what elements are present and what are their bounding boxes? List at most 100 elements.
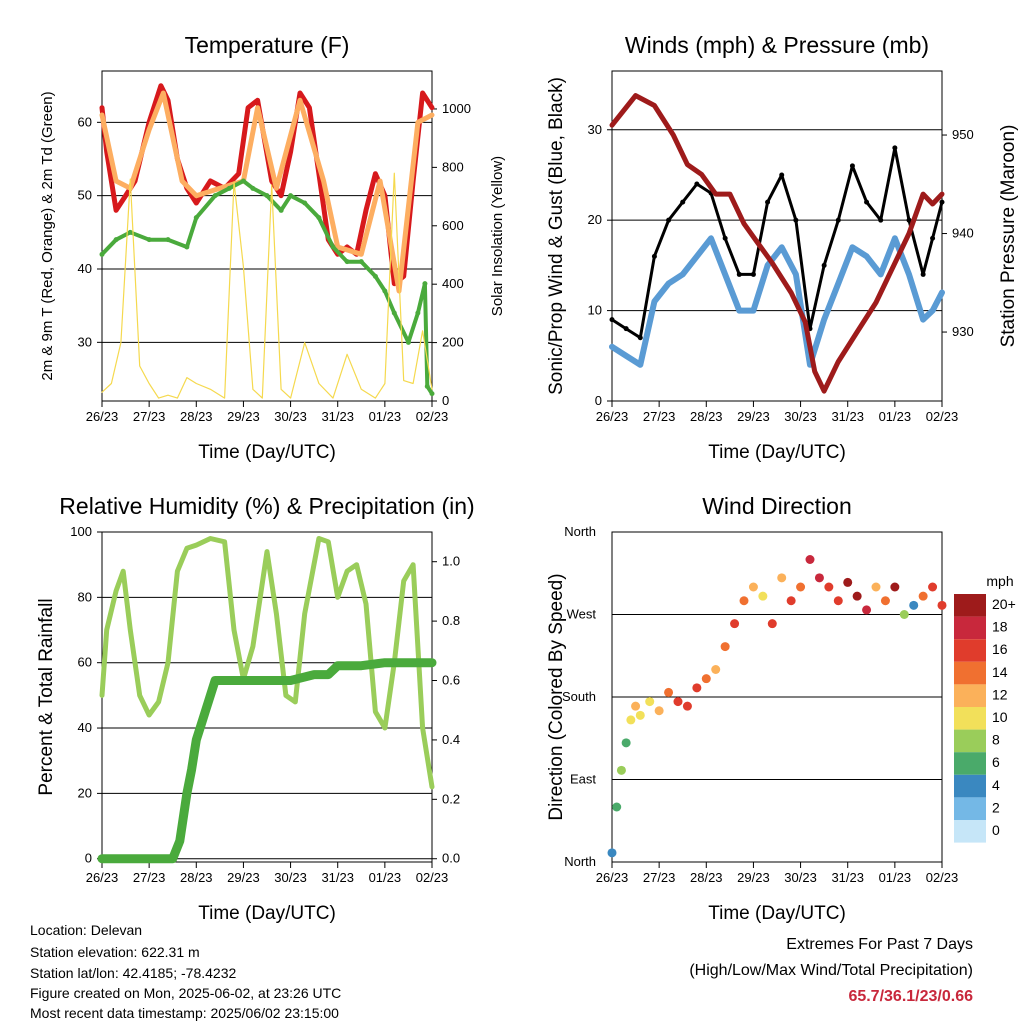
x-tick-label: 31/23	[831, 409, 864, 424]
temperature-point	[165, 237, 171, 243]
y-right-tick-label: 0	[442, 393, 449, 408]
direction-point	[720, 642, 730, 652]
wind-direction-xlabel: Time (Day/UTC)	[708, 903, 846, 924]
y-tick-label: West	[567, 607, 597, 622]
direction-point	[701, 674, 711, 684]
winds-point	[878, 217, 884, 223]
winds-point	[765, 199, 771, 205]
winds-chart: Winds (mph) & Pressure (mb) 0 10 20 30 930 940…	[546, 32, 1019, 463]
temperature-point	[382, 288, 388, 294]
winds-xlabel: Time (Day/UTC)	[708, 442, 846, 463]
colorbar-swatch	[954, 684, 986, 707]
direction-point	[786, 596, 796, 606]
direction-point	[777, 573, 787, 583]
direction-point	[748, 582, 758, 592]
temperature-point	[250, 185, 256, 191]
x-tick-label: 02/23	[416, 870, 449, 885]
x-tick-label: 29/23	[227, 409, 260, 424]
direction-point	[937, 600, 947, 610]
colorbar-swatch	[954, 661, 986, 685]
y-tick-label: South	[562, 689, 596, 704]
x-tick-label: 02/23	[926, 409, 959, 424]
direction-point	[654, 706, 664, 716]
x-tick-label: 28/23	[690, 409, 723, 424]
direction-point	[607, 848, 617, 858]
colorbar-label: 2	[992, 799, 1000, 815]
x-tick-label: 28/23	[690, 870, 723, 885]
x-tick-label: 29/23	[737, 409, 770, 424]
direction-point	[862, 605, 872, 615]
y-tick-label: 10	[588, 303, 602, 318]
y-tick-label: 20	[588, 212, 602, 227]
y-tick-label: 60	[78, 655, 92, 670]
direction-point	[711, 665, 721, 674]
info-location: Location: Delevan	[30, 922, 143, 938]
temperature-point	[302, 200, 308, 206]
y-right-tick-label: 940	[952, 226, 974, 241]
info-timestamp: Most recent data timestamp: 2025/06/02 2…	[30, 1005, 339, 1021]
colorbar-label: 0	[992, 822, 1000, 838]
temperature-point	[429, 391, 435, 397]
winds-title: Winds (mph) & Pressure (mb)	[625, 32, 929, 58]
x-tick-label: 30/23	[784, 870, 817, 885]
direction-point	[843, 577, 853, 587]
direction-point	[758, 591, 768, 601]
direction-point	[796, 582, 806, 592]
info-elevation: Station elevation: 622.31 m	[30, 944, 200, 960]
direction-point	[928, 582, 938, 592]
winds-ylabel-right: Station Pressure (Maroon)	[998, 125, 1019, 348]
y-tick-label: 20	[78, 785, 92, 800]
direction-point	[739, 596, 749, 606]
x-tick-label: 26/23	[596, 870, 629, 885]
colorbar-swatch	[954, 797, 986, 820]
x-tick-label: 30/23	[274, 870, 307, 885]
y-tick-label: 0	[85, 851, 92, 866]
winds-point	[750, 271, 756, 277]
colorbar-swatch	[954, 707, 986, 730]
x-tick-label: 27/23	[643, 870, 676, 885]
y-right-tick-label: 1.0	[442, 554, 460, 569]
temperature-point	[422, 281, 428, 287]
y-tick-label: 40	[78, 261, 92, 276]
direction-point	[626, 715, 636, 725]
extremes-subtitle: (High/Low/Max Wind/Total Precipitation)	[689, 962, 973, 979]
winds-point	[651, 253, 657, 259]
x-tick-label: 27/23	[133, 870, 166, 885]
winds-point	[736, 271, 742, 277]
temperature-point	[193, 215, 199, 221]
y-right-tick-label: 950	[952, 127, 974, 142]
winds-series-2-line	[609, 93, 945, 394]
y-right-tick-label: 400	[442, 276, 464, 291]
temperature-ylabel-right: Solar Insolation (Yellow)	[489, 156, 506, 316]
x-tick-label: 01/23	[369, 870, 402, 885]
winds-point	[666, 217, 672, 223]
x-tick-label: 28/23	[180, 409, 213, 424]
wind-direction-chart: Wind DirectionNorthEastSouthWestNorth26/…	[546, 493, 1016, 924]
direction-point	[664, 687, 674, 697]
y-right-tick-label: 0.0	[442, 851, 460, 866]
y-right-tick-label: 1000	[442, 101, 471, 116]
temperature-point	[99, 251, 105, 257]
y-tick-label: North	[564, 524, 596, 539]
extremes-values: 65.7/36.1/23/0.66	[848, 988, 973, 1005]
colorbar-label: 8	[992, 732, 1000, 748]
direction-point	[805, 555, 815, 564]
y-right-tick-label: 0.6	[442, 673, 460, 688]
x-tick-label: 02/23	[926, 870, 959, 885]
temperature-point	[405, 339, 411, 345]
wind-direction-title: Wind Direction	[702, 493, 852, 519]
y-right-tick-label: 0.4	[442, 732, 460, 747]
direction-point	[616, 765, 626, 775]
colorbar-label: 14	[992, 664, 1008, 680]
y-tick-label: 40	[78, 720, 92, 735]
temperature-point	[358, 259, 364, 265]
temperature-point	[424, 383, 430, 389]
winds-point	[849, 163, 855, 169]
temperature-point	[330, 244, 336, 250]
winds-point	[680, 199, 686, 205]
temperature-point	[184, 244, 190, 250]
y-right-tick-label: 0.8	[442, 613, 460, 628]
humidity-title: Relative Humidity (%) & Precipitation (i…	[59, 493, 474, 519]
x-tick-label: 02/23	[416, 409, 449, 424]
